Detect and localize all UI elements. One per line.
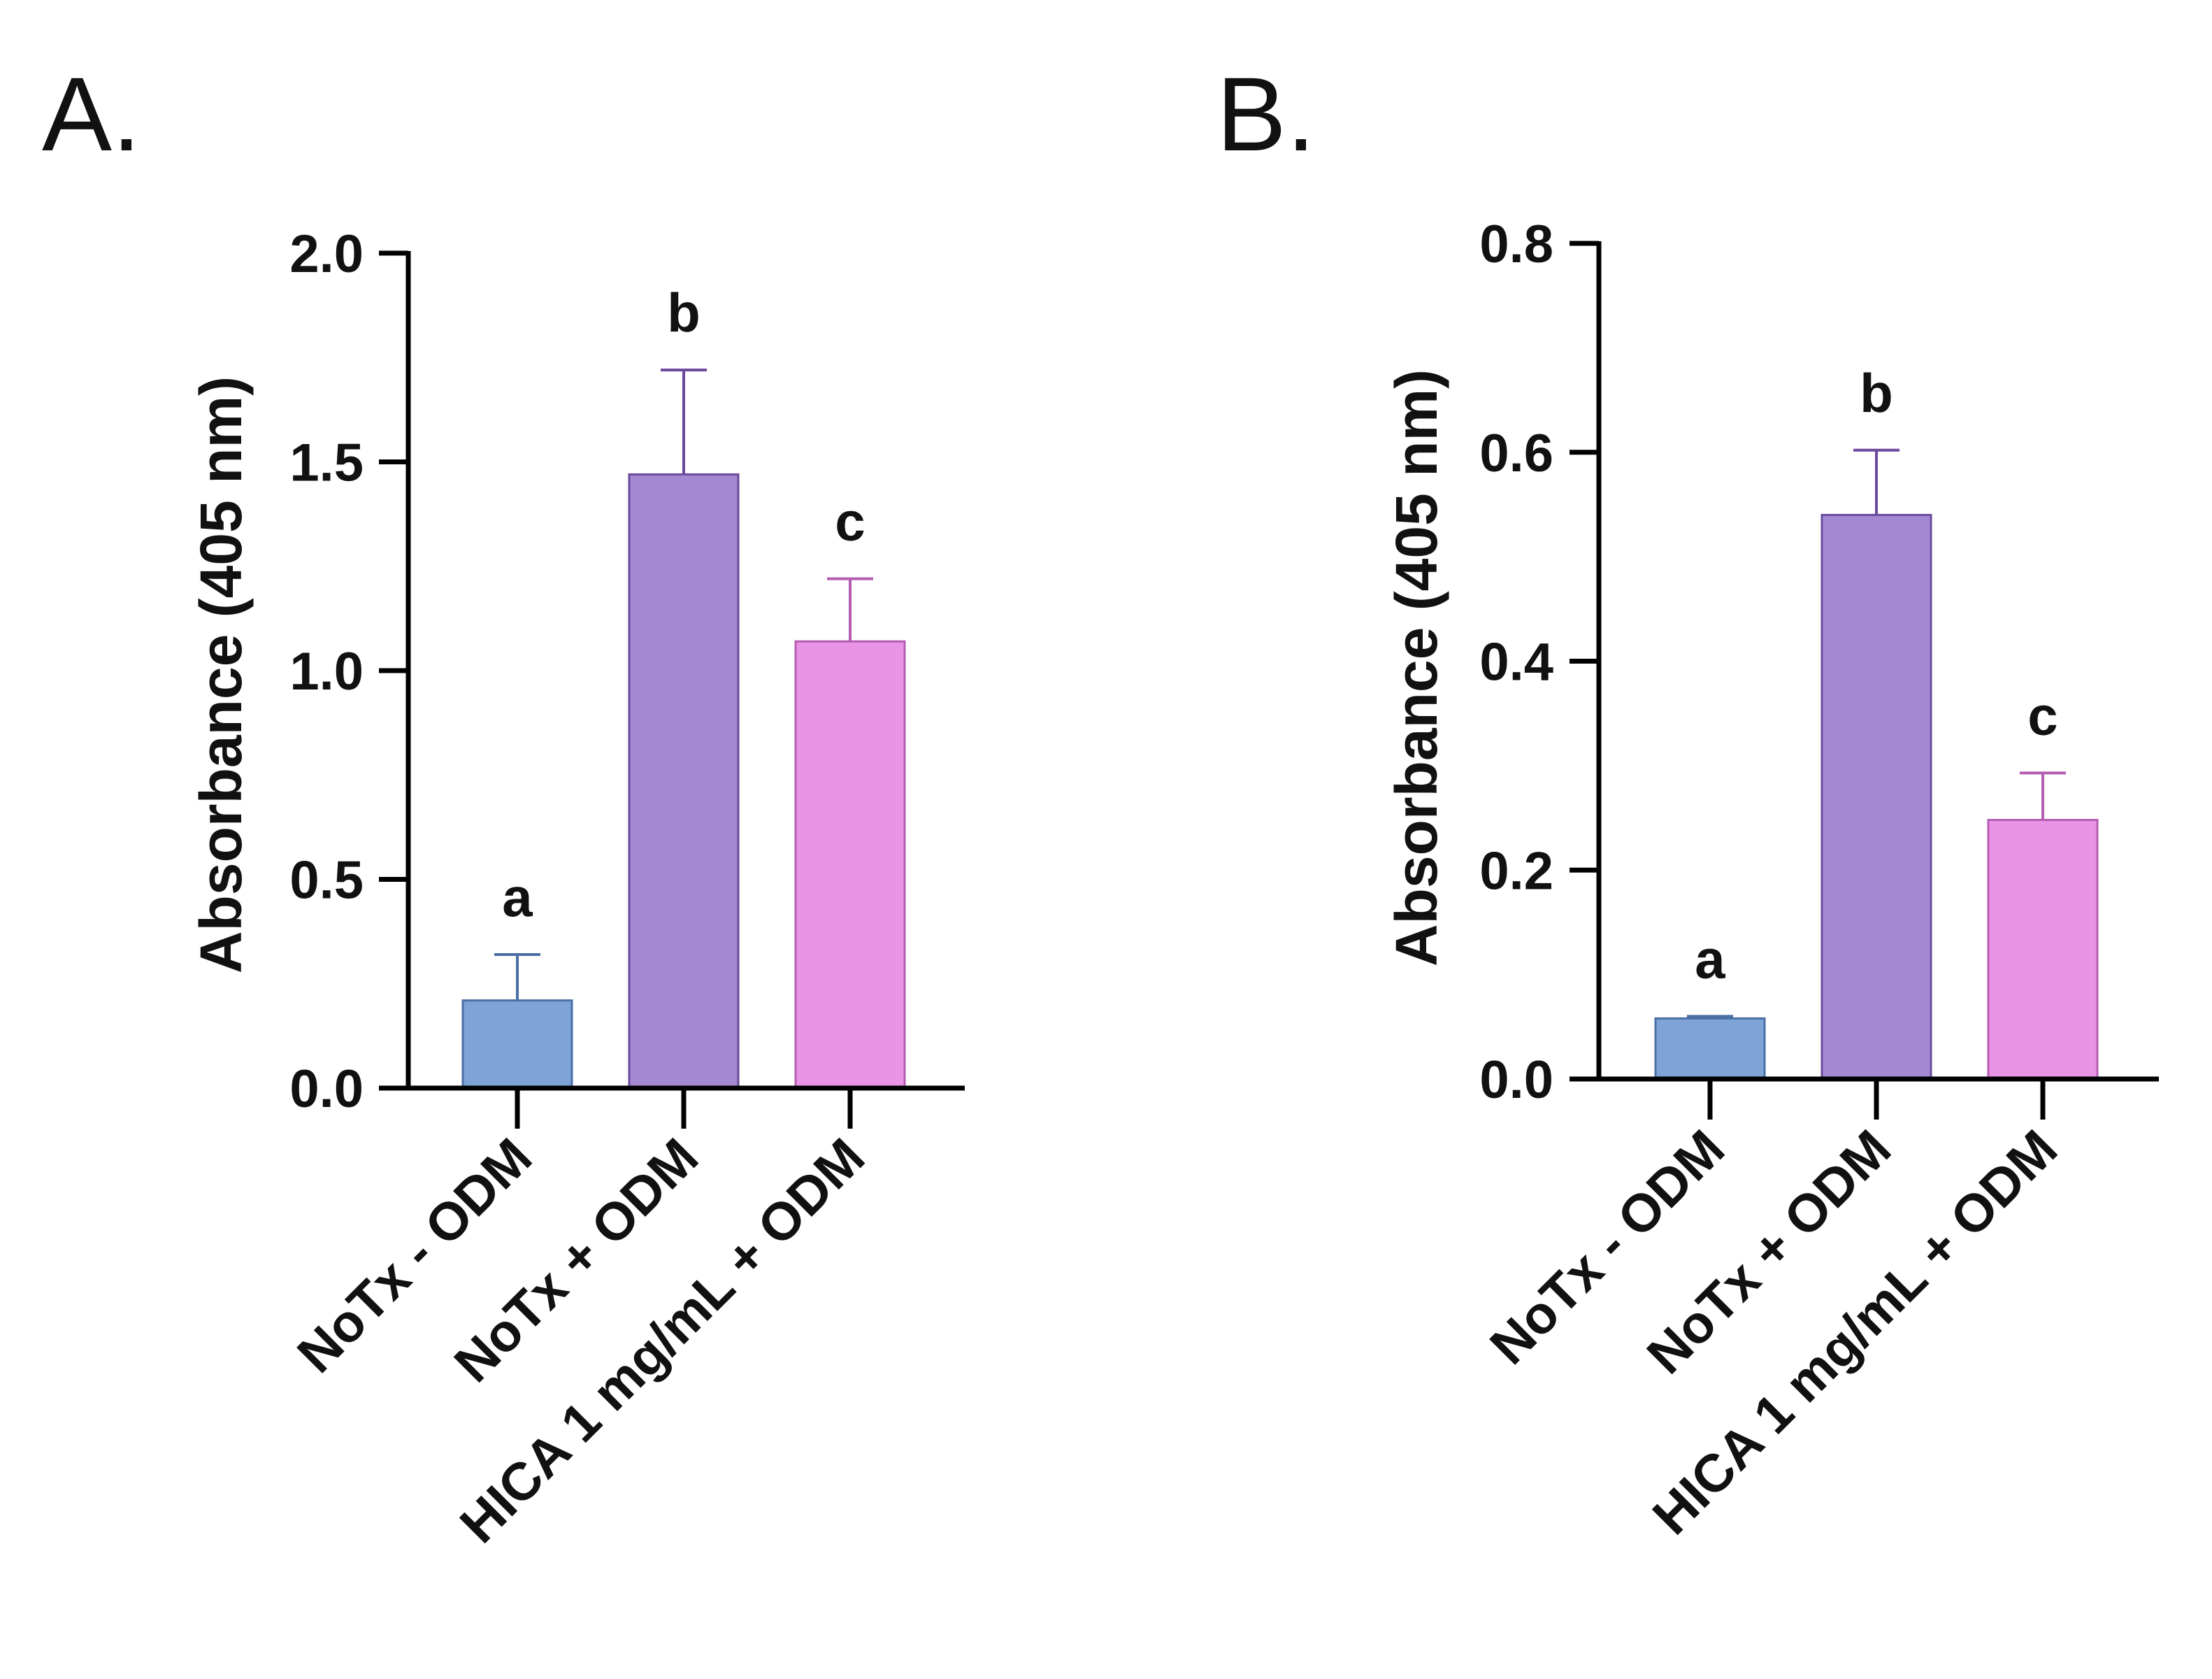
panel-label: B. bbox=[1216, 55, 1316, 173]
significance-label: b bbox=[667, 282, 701, 343]
y-tick-label: 1.0 bbox=[289, 642, 364, 701]
y-tick-label: 0.2 bbox=[1479, 841, 1553, 901]
y-tick-label: 0.4 bbox=[1479, 633, 1553, 692]
y-tick-label: 0.5 bbox=[289, 851, 364, 910]
panel-a-chart: A.Absorbance (405 nm) abc0.00.51.01.52.0N… bbox=[42, 55, 965, 1555]
panel-label: A. bbox=[42, 55, 141, 173]
bar bbox=[461, 999, 573, 1089]
y-tick-label: 1.5 bbox=[289, 434, 364, 493]
y-tick-label: 2.0 bbox=[289, 224, 364, 284]
y-axis-title: Absorbance (405 nm) bbox=[1384, 369, 1449, 966]
panel-b-chart: B.Absorbance (405 nm) abc0.00.20.40.60.8N… bbox=[1216, 55, 2159, 1546]
significance-label: c bbox=[2027, 685, 2057, 746]
significance-label: a bbox=[1695, 928, 1725, 989]
significance-label: b bbox=[1860, 362, 1893, 424]
bar bbox=[628, 473, 740, 1089]
y-tick-label: 0.0 bbox=[289, 1059, 364, 1119]
bar bbox=[1654, 1017, 1766, 1080]
bar bbox=[794, 640, 906, 1089]
bar bbox=[1820, 513, 1932, 1080]
significance-label: c bbox=[835, 491, 865, 552]
y-tick-label: 0.8 bbox=[1479, 215, 1553, 274]
bar bbox=[1987, 819, 2099, 1080]
y-axis-title: Absorbance (405 nm) bbox=[188, 376, 254, 973]
y-tick-label: 0.0 bbox=[1479, 1050, 1553, 1110]
y-tick-label: 0.6 bbox=[1479, 424, 1553, 483]
significance-label: a bbox=[502, 866, 533, 928]
